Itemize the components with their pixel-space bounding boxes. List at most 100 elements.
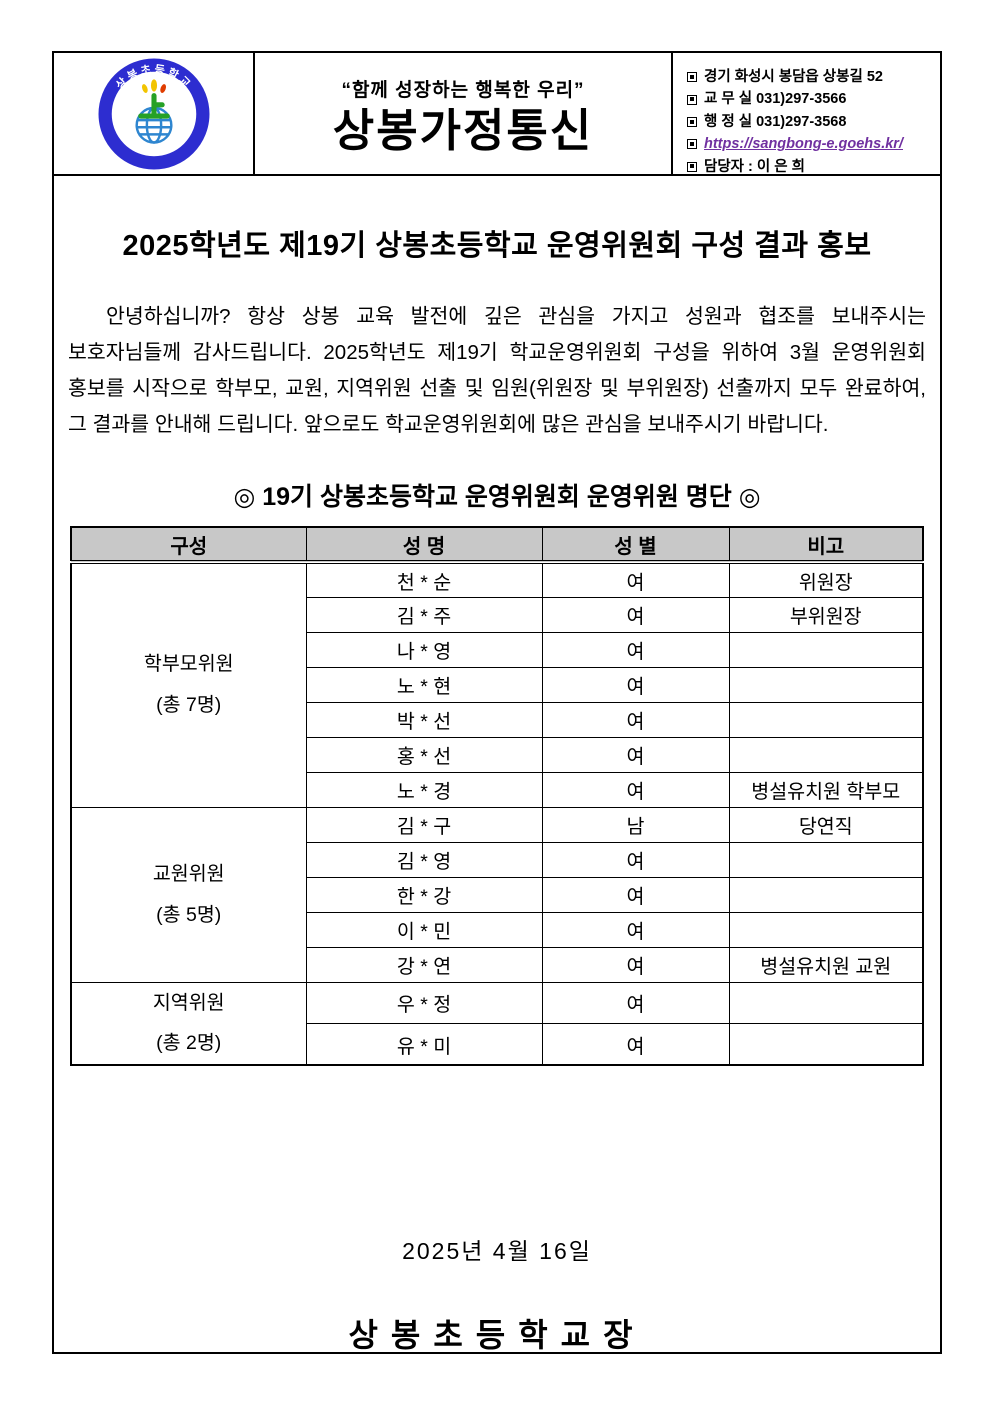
- table-row: 교원위원 (총 5명) 김 * 구 남 당연직: [70, 806, 924, 983]
- member-gender: 여: [541, 981, 730, 1025]
- member-name: 우 * 정: [305, 981, 543, 1025]
- member-name: 유 * 미: [305, 1023, 543, 1066]
- group-count: (총 2명): [156, 1032, 222, 1055]
- member-remark: [728, 736, 924, 773]
- group-label: 교원위원: [152, 862, 225, 885]
- member-remark: 당연직: [728, 806, 924, 843]
- table-row: 강 * 연 여 병설유치원 교원: [71, 946, 924, 983]
- table-row: 이 * 민 여: [71, 911, 924, 948]
- group-count: (총 7명): [156, 694, 222, 717]
- member-name: 박 * 선: [305, 701, 543, 738]
- square-bullet-icon: [687, 72, 697, 83]
- member-remark: [728, 1023, 924, 1066]
- contact-address: 경기 화성시 봉담읍 상봉길 52: [687, 66, 932, 88]
- member-name: 이 * 민: [305, 911, 543, 948]
- greeting-paragraph: 안녕하십니까? 항상 상봉 교육 발전에 깊은 관심을 가지고 성원과 협조를 …: [68, 305, 926, 436]
- member-gender: 여: [541, 701, 730, 738]
- member-remark: [728, 701, 924, 738]
- member-gender: 여: [541, 631, 730, 668]
- member-gender: 여: [541, 841, 730, 878]
- group-label: 지역위원: [152, 991, 225, 1014]
- logo-flame-icon: [141, 78, 166, 93]
- roster-section-title: ◎ 19기 상봉초등학교 운영위원회 운영위원 명단 ◎: [233, 483, 761, 511]
- contact-office-phone-text: 교 무 실 031)297-3566: [704, 91, 847, 108]
- school-logo-cell: 상봉초등학교 SINCE 2007: [54, 53, 255, 174]
- member-remark: [728, 911, 924, 948]
- column-header-name: 성 명: [305, 526, 543, 564]
- member-name: 김 * 주: [305, 596, 543, 633]
- member-remark: 위원장: [728, 561, 924, 598]
- table-row: 한 * 강 여: [71, 876, 924, 913]
- group-cell-parents: 학부모위원 (총 7명): [70, 561, 307, 808]
- header: 상봉초등학교 SINCE 2007: [52, 51, 942, 176]
- member-name: 노 * 현: [305, 666, 543, 703]
- contact-website: https://sangbong-e.goehs.kr/: [687, 133, 932, 155]
- table-row: 김 * 영 여: [71, 841, 924, 878]
- square-bullet-icon: [687, 161, 697, 172]
- member-name: 강 * 연: [305, 946, 543, 983]
- square-bullet-icon: [687, 139, 697, 150]
- document-date: 2025년 4월 16일: [402, 1238, 592, 1265]
- member-name: 노 * 경: [305, 771, 543, 808]
- member-name: 김 * 영: [305, 841, 543, 878]
- member-name: 나 * 영: [305, 631, 543, 668]
- member-name: 한 * 강: [305, 876, 543, 913]
- member-remark: 병설유치원 교원: [728, 946, 924, 983]
- committee-members-table: 구성 성 명 성 별 비고 학부모위원 (총 7명) 천 * 순 여 위원장: [70, 526, 924, 1067]
- member-remark: [728, 876, 924, 913]
- group-cell-teachers: 교원위원 (총 5명): [70, 806, 307, 983]
- member-gender: 여: [541, 771, 730, 808]
- member-gender: 여: [541, 666, 730, 703]
- member-remark: 부위원장: [728, 596, 924, 633]
- school-logo-icon: 상봉초등학교 SINCE 2007: [98, 58, 209, 169]
- table-row: 학부모위원 (총 7명) 천 * 순 여 위원장: [70, 561, 924, 808]
- member-gender: 남: [541, 806, 730, 843]
- member-gender: 여: [541, 876, 730, 913]
- document-body: 2025학년도 제19기 상봉초등학교 운영위원회 구성 결과 홍보 안녕하십니…: [52, 176, 942, 1354]
- member-gender: 여: [541, 561, 730, 598]
- masthead: “함께 성장하는 행복한 우리” 상봉가정통신: [255, 53, 673, 174]
- column-header-gender: 성 별: [541, 526, 730, 564]
- square-bullet-icon: [687, 117, 697, 128]
- square-bullet-icon: [687, 94, 697, 105]
- member-name: 김 * 구: [305, 806, 543, 843]
- contact-manager: 담당자 : 이 은 희: [687, 156, 932, 178]
- member-name: 천 * 순: [305, 561, 543, 598]
- contact-office-phone: 교 무 실 031)297-3566: [687, 88, 932, 110]
- column-header-remark: 비고: [728, 526, 924, 564]
- group-count: (총 5명): [156, 903, 222, 926]
- member-gender: 여: [541, 736, 730, 773]
- table-row: 노 * 경 여 병설유치원 학부모: [71, 771, 924, 808]
- member-remark: [728, 841, 924, 878]
- member-gender: 여: [541, 911, 730, 948]
- member-remark: [728, 631, 924, 668]
- contact-address-text: 경기 화성시 봉담읍 상봉길 52: [704, 69, 883, 85]
- table-row: 지역위원 (총 2명) 우 * 정 여: [70, 981, 924, 1066]
- contact-info: 경기 화성시 봉담읍 상봉길 52 교 무 실 031)297-3566 행 정…: [673, 53, 940, 175]
- table-row: 김 * 주 여 부위원장: [71, 596, 924, 633]
- principal-signature: 상봉초등학교장: [348, 1317, 646, 1354]
- school-slogan: “함께 성장하는 행복한 우리”: [341, 79, 585, 101]
- newsletter-title: 상봉가정통신: [332, 104, 594, 156]
- table-header-row: 구성 성 명 성 별 비고: [70, 526, 924, 564]
- column-header-group: 구성: [70, 526, 307, 564]
- member-gender: 여: [541, 596, 730, 633]
- member-remark: [728, 981, 924, 1025]
- contact-admin-phone-text: 행 정 실 031)297-3568: [704, 113, 847, 130]
- member-remark: [728, 666, 924, 703]
- contact-admin-phone: 행 정 실 031)297-3568: [687, 111, 932, 133]
- member-gender: 여: [541, 1023, 730, 1066]
- table-row: 홍 * 선 여: [71, 736, 924, 773]
- table-row: 박 * 선 여: [71, 701, 924, 738]
- group-label: 학부모위원: [143, 653, 234, 676]
- table-row: 유 * 미 여: [71, 1023, 924, 1066]
- logo-sang-mark: [137, 92, 170, 119]
- member-gender: 여: [541, 946, 730, 983]
- table-row: 노 * 현 여: [71, 666, 924, 703]
- website-link[interactable]: https://sangbong-e.goehs.kr/: [704, 136, 903, 153]
- contact-manager-text: 담당자 : 이 은 희: [704, 158, 805, 175]
- table-row: 나 * 영 여: [71, 631, 924, 668]
- document-title: 2025학년도 제19기 상봉초등학교 운영위원회 구성 결과 홍보: [122, 230, 872, 262]
- member-name: 홍 * 선: [305, 736, 543, 773]
